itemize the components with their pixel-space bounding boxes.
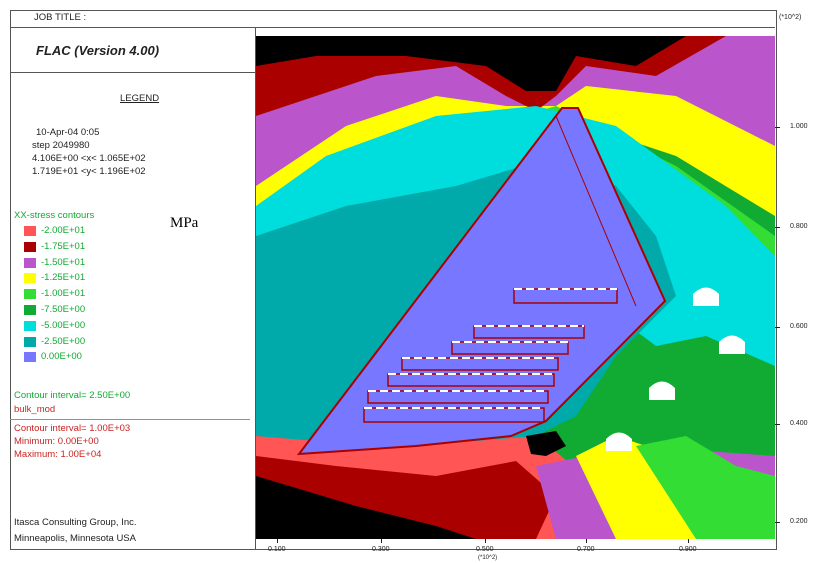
contour-level-label: 0.00E+00 <box>41 351 82 363</box>
contour-swatch <box>24 320 36 331</box>
tunnel-openings <box>606 287 745 451</box>
contour-swatch <box>24 273 36 284</box>
contour-swatch <box>24 226 36 236</box>
contour-level-label: -1.50E+01 <box>41 256 86 268</box>
contour-interval: Contour interval= 2.50E+00 <box>14 390 131 401</box>
run-date: 10-Apr-04 0:05 <box>36 127 100 138</box>
excavation-benches <box>363 288 618 423</box>
contour-level-label: -1.75E+01 <box>41 240 86 252</box>
stress-contour-plot <box>256 36 775 539</box>
run-step: step 2049980 <box>32 140 90 151</box>
contour-swatch <box>24 289 36 300</box>
bulk-maximum: Maximum: 1.00E+04 <box>14 449 102 460</box>
x-tick-label: 0.100 <box>268 546 286 553</box>
x-tick-label: 0.900 <box>679 546 697 553</box>
contour-level-label: -5.00E+00 <box>41 319 86 331</box>
contour-swatch <box>24 352 36 363</box>
contour-swatch <box>24 241 36 252</box>
contour-title: XX-stress contours <box>14 210 95 221</box>
y-tick-label: 0.200 <box>790 518 808 525</box>
contour-level-label: -2.50E+00 <box>41 335 86 347</box>
contour-swatch <box>24 336 36 347</box>
x-scale-label: (*10^2) <box>478 555 498 561</box>
y-tick-label: 0.400 <box>790 420 808 427</box>
contour-level-label: -1.00E+01 <box>41 288 86 300</box>
x-range: 4.106E+00 <x< 1.065E+02 <box>32 153 146 164</box>
unit-label: MPa <box>170 215 199 231</box>
contour-level-label: -2.00E+01 <box>41 225 86 236</box>
contour-swatch <box>24 305 36 315</box>
bulk-minimum: Minimum: 0.00E+00 <box>14 436 99 447</box>
company-name: Itasca Consulting Group, Inc. <box>14 517 137 528</box>
bulk-divider <box>10 419 250 420</box>
bulk-interval: Contour interval= 1.00E+03 <box>14 423 131 434</box>
x-tick-label: 0.700 <box>577 546 595 553</box>
y-range: 1.719E+01 <y< 1.196E+02 <box>32 166 146 177</box>
bulk-mod-label: bulk_mod <box>14 404 56 415</box>
y-scale-label: (*10^2) <box>779 14 802 21</box>
legend-heading: LEGEND <box>120 93 160 104</box>
plot-frame <box>10 10 777 550</box>
x-tick-label: 0.300 <box>372 546 390 553</box>
y-tick-label: 0.600 <box>790 323 808 330</box>
program-title: FLAC (Version 4.00) <box>36 43 160 58</box>
legend-panel: FLAC (Version 4.00) LEGEND 10-Apr-04 0:0… <box>10 27 256 549</box>
company-location: Minneapolis, Minnesota USA <box>14 533 136 544</box>
contour-swatch <box>24 257 36 268</box>
contour-level-label: -1.25E+01 <box>41 272 86 284</box>
y-tick-label: 0.800 <box>790 223 808 230</box>
job-title: JOB TITLE : <box>34 12 87 23</box>
title-bar: JOB TITLE : <box>10 10 775 28</box>
x-tick-label: 0.500 <box>476 546 494 553</box>
contour-level-label: -7.50E+00 <box>41 304 86 315</box>
y-tick-label: 1.000 <box>790 123 808 130</box>
